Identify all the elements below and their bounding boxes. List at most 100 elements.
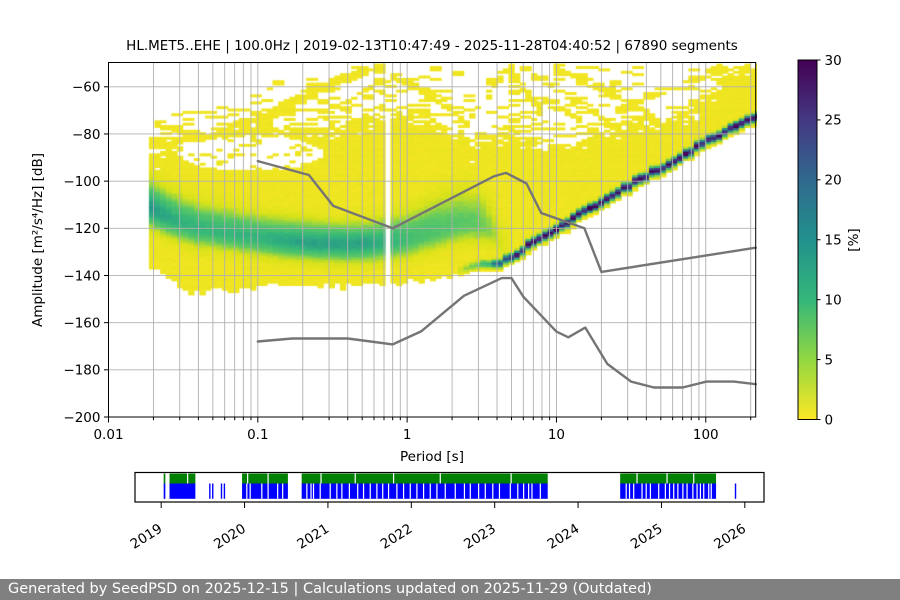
- colorbar-tick-label: 10: [825, 292, 842, 308]
- coverage-gap: [336, 483, 338, 499]
- noise-model-lines: [256, 159, 757, 389]
- coverage-gap: [628, 483, 631, 499]
- coverage-gap: [357, 483, 359, 499]
- high-noise-model-line: [256, 159, 757, 274]
- coverage-gap: [484, 483, 486, 499]
- coverage-gap: [498, 483, 501, 499]
- colorbar-gradient: [797, 59, 818, 420]
- coverage-gap: [668, 483, 671, 499]
- coverage-gap: [673, 483, 675, 499]
- coverage-gap: [282, 483, 284, 499]
- coverage-gap: [633, 483, 635, 499]
- colorbar-tick-label: 25: [825, 113, 842, 129]
- coverage-gap: [396, 483, 398, 499]
- coverage-gap: [392, 473, 395, 484]
- coverage-segment-blue: [223, 483, 226, 499]
- year-tick-label: 2024: [545, 521, 583, 553]
- coverage-gap: [692, 483, 694, 499]
- year-tick-label: 2022: [378, 521, 416, 553]
- colorbar-tick-label: 15: [825, 233, 842, 249]
- coverage-gap: [523, 483, 525, 499]
- coverage-gap: [510, 473, 512, 484]
- coverage-gap: [409, 483, 411, 499]
- coverage-gap: [693, 473, 695, 484]
- coverage-gap: [682, 483, 684, 499]
- ppsd-heatmap: [108, 62, 757, 418]
- coverage-gap: [247, 473, 249, 484]
- y-tick-label: −100: [63, 174, 100, 190]
- coverage-gap: [436, 483, 438, 499]
- coverage-segment-blue: [209, 483, 211, 499]
- x-tick-label: 1: [403, 427, 412, 443]
- coverage-gap: [454, 483, 456, 499]
- x-tick-label: 0.01: [93, 427, 123, 443]
- coverage-gap: [531, 483, 533, 499]
- y-tick-label: −80: [72, 127, 101, 143]
- colorbar: 0 5 10 15 20 25 30: [797, 53, 842, 428]
- x-tick-label: 0.1: [247, 427, 268, 443]
- x-tick-label: 10: [548, 427, 565, 443]
- year-tick-label: 2025: [628, 521, 666, 553]
- coverage-gap: [539, 483, 541, 499]
- coverage-gap: [478, 483, 480, 499]
- coverage-gap: [641, 483, 643, 499]
- low-noise-model-line: [256, 276, 757, 389]
- coverage-gap: [708, 483, 710, 499]
- coverage-gap: [329, 483, 331, 499]
- year-tick-label: 2021: [294, 521, 332, 553]
- coverage-gap: [267, 483, 269, 499]
- year-tick-label: 2020: [211, 521, 249, 553]
- y-tick-label: −120: [63, 221, 100, 237]
- coverage-gap: [369, 483, 371, 499]
- coverage-gap: [277, 483, 279, 499]
- coverage-gap: [463, 483, 466, 499]
- coverage-gap: [382, 483, 384, 499]
- coverage-gap: [187, 473, 189, 484]
- coverage-gap: [348, 483, 350, 499]
- y-tick-label: −160: [63, 315, 100, 331]
- grid-lines: [108, 62, 756, 417]
- year-tick-label: 2019: [128, 521, 166, 553]
- axis-ticks: [104, 86, 752, 423]
- availability-timeline: 2019 2020 2021 2022 2023 2024 2025 2026: [128, 471, 765, 553]
- coverage-gap: [261, 483, 263, 499]
- coverage-gap: [492, 483, 494, 499]
- coverage-gap: [625, 483, 627, 499]
- coverage-gap: [444, 483, 446, 499]
- coverage-gap: [677, 483, 679, 499]
- coverage-gap: [664, 483, 666, 499]
- coverage-segment-blue: [734, 483, 737, 499]
- coverage-gap: [699, 483, 701, 499]
- coverage-gap: [509, 483, 511, 499]
- coverage-gap: [387, 483, 390, 499]
- coverage-gap: [267, 473, 269, 484]
- coverage-gap: [362, 483, 365, 499]
- coverage-gap: [341, 483, 343, 499]
- y-tick-label: −180: [63, 363, 100, 379]
- coverage-segment-green: [163, 473, 166, 484]
- coverage-gap: [649, 483, 651, 499]
- coverage-segment-green: [620, 473, 717, 484]
- coverage-gap: [306, 483, 308, 499]
- footer-bar: Generated by SeedPSD on 2025-12-15 | Cal…: [0, 579, 900, 600]
- coverage-gap: [658, 483, 660, 499]
- x-axis-label: Period [s]: [400, 449, 464, 465]
- coverage-gap: [696, 483, 698, 499]
- colorbar-tick-label: 30: [825, 53, 842, 69]
- coverage-gap: [310, 483, 312, 499]
- coverage-gap: [439, 473, 441, 484]
- coverage-gap: [517, 483, 519, 499]
- colorbar-tick-label: 0: [825, 412, 834, 428]
- plot-title: HL.MET5..EHE | 100.0Hz | 2019-02-13T10:4…: [126, 38, 738, 54]
- coverage-gap: [686, 483, 688, 499]
- coverage-gap: [710, 483, 712, 499]
- coverage-gap: [422, 483, 425, 499]
- plot-frame: [108, 62, 757, 418]
- coverage-gap: [354, 473, 356, 484]
- coverage-gap: [312, 483, 315, 499]
- coverage-gap: [666, 473, 668, 484]
- coverage-gap: [249, 483, 251, 499]
- year-tick-label: 2023: [461, 521, 499, 553]
- coverage-gap: [402, 483, 405, 499]
- coverage-gap: [636, 473, 638, 484]
